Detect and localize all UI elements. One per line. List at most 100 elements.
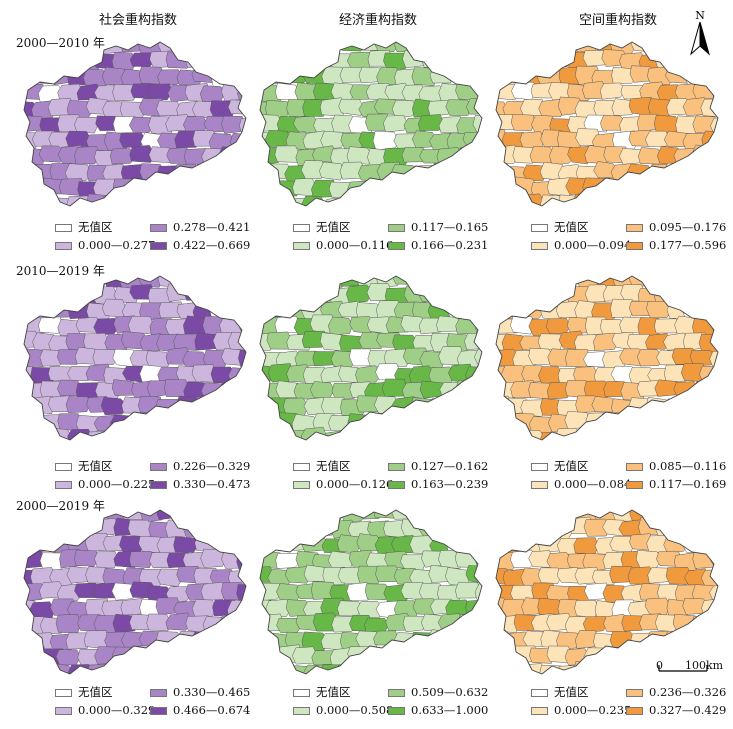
county-region <box>20 69 37 86</box>
county-region <box>276 445 302 452</box>
county-region <box>185 446 209 452</box>
county-region <box>391 506 416 519</box>
county-region <box>256 632 275 650</box>
legend-item: 0.466—0.674 <box>150 705 250 717</box>
county-region <box>537 506 562 523</box>
county-region <box>476 445 486 452</box>
county-region <box>20 633 38 649</box>
legend-label: 0.127—0.162 <box>411 461 488 473</box>
county-region <box>401 448 426 452</box>
county-region <box>481 533 486 551</box>
county-region <box>710 615 722 633</box>
county-region <box>609 430 635 447</box>
county-region <box>29 533 53 552</box>
county-region <box>248 65 250 82</box>
county-region <box>256 430 275 446</box>
scale-bar: 0 100km <box>655 659 725 699</box>
county-region <box>203 617 229 634</box>
county-region <box>410 664 434 681</box>
legend-swatch <box>531 481 548 489</box>
county-region <box>475 150 486 166</box>
column-title-spatial: 空间重构指数 <box>538 9 698 28</box>
county-region <box>483 38 486 55</box>
county-region <box>672 50 696 67</box>
county-region <box>128 681 152 686</box>
legend-label: 0.000—0.084 <box>554 479 631 491</box>
county-region <box>419 648 444 666</box>
county-region <box>239 117 250 134</box>
county-region <box>310 381 334 398</box>
county-region <box>229 196 250 213</box>
county-region <box>654 214 678 218</box>
county-region <box>574 538 598 555</box>
county-region <box>221 284 245 301</box>
county-region <box>458 286 484 304</box>
county-region <box>701 99 722 117</box>
county-region <box>700 69 722 87</box>
legend-label: 0.000—0.126 <box>316 479 393 491</box>
county-region <box>457 54 483 70</box>
county-region <box>227 66 250 83</box>
county-region <box>247 398 250 415</box>
county-region <box>294 51 319 68</box>
county-region <box>385 447 410 452</box>
county-region <box>329 444 354 452</box>
county-region <box>421 211 447 218</box>
map-economic-period-1 <box>256 38 486 218</box>
county-region <box>177 662 203 678</box>
county-region <box>41 53 65 69</box>
legend-item: 0.095—0.176 <box>626 222 726 234</box>
county-region <box>721 300 722 317</box>
county-region <box>66 506 91 522</box>
county-region <box>166 649 191 667</box>
county-region <box>682 536 708 553</box>
county-region <box>684 397 710 413</box>
county-region <box>429 272 453 287</box>
county-region <box>200 86 224 103</box>
county-region <box>449 506 474 520</box>
county-region <box>158 38 183 52</box>
county-region <box>448 429 474 446</box>
county-region <box>576 429 601 446</box>
county-region <box>230 163 250 181</box>
county-region <box>619 447 645 452</box>
county-region <box>275 287 299 304</box>
county-region <box>465 662 486 680</box>
county-region <box>184 285 209 300</box>
county-region <box>466 272 486 285</box>
county-region <box>492 161 508 179</box>
county-region <box>228 100 250 114</box>
county-region <box>665 196 691 213</box>
county-region <box>258 520 284 539</box>
county-region <box>385 178 411 195</box>
county-region <box>130 412 156 430</box>
county-region <box>173 38 199 53</box>
legend-label: 0.000—0.235 <box>554 705 631 717</box>
county-region <box>58 287 82 303</box>
legend-swatch <box>388 481 405 489</box>
legend-label: 无值区 <box>316 461 351 473</box>
county-region <box>229 534 250 552</box>
county-region <box>66 38 91 51</box>
county-region <box>348 445 372 452</box>
county-region <box>702 599 722 617</box>
county-region <box>683 38 709 55</box>
county-region <box>620 177 645 194</box>
county-region <box>493 181 518 198</box>
county-region <box>420 449 444 452</box>
county-region <box>203 522 229 539</box>
county-region <box>482 165 486 182</box>
county-region <box>693 519 718 536</box>
county-region <box>128 316 153 334</box>
county-region <box>466 600 486 616</box>
county-region <box>131 210 155 218</box>
county-region <box>219 209 245 218</box>
column-title-social: 社会重构指数 <box>58 9 218 28</box>
county-region <box>482 334 486 352</box>
county-region <box>240 411 250 429</box>
county-region <box>285 506 310 517</box>
county-region <box>220 445 246 452</box>
county-region <box>110 415 134 431</box>
legend-swatch <box>150 224 167 232</box>
legend-swatch <box>55 481 72 489</box>
